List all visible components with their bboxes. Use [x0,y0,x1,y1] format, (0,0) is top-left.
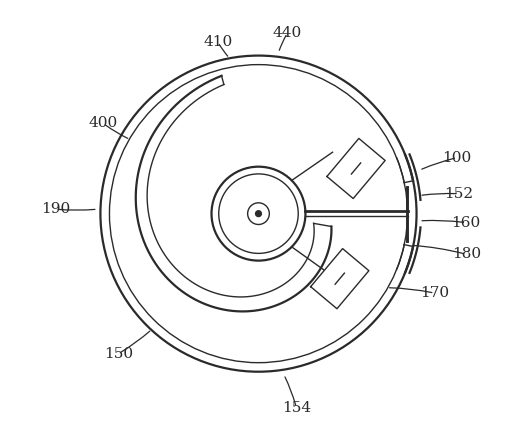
Text: 170: 170 [420,286,449,300]
Text: 152: 152 [444,187,473,201]
Text: 190: 190 [41,202,70,216]
Text: 154: 154 [282,401,311,415]
Text: 160: 160 [452,216,481,230]
Text: 400: 400 [88,117,118,130]
Text: 100: 100 [442,150,472,165]
Text: 440: 440 [273,26,302,40]
Text: 150: 150 [104,347,133,361]
Text: 410: 410 [203,35,232,49]
Text: 180: 180 [452,247,481,261]
Circle shape [255,210,262,217]
